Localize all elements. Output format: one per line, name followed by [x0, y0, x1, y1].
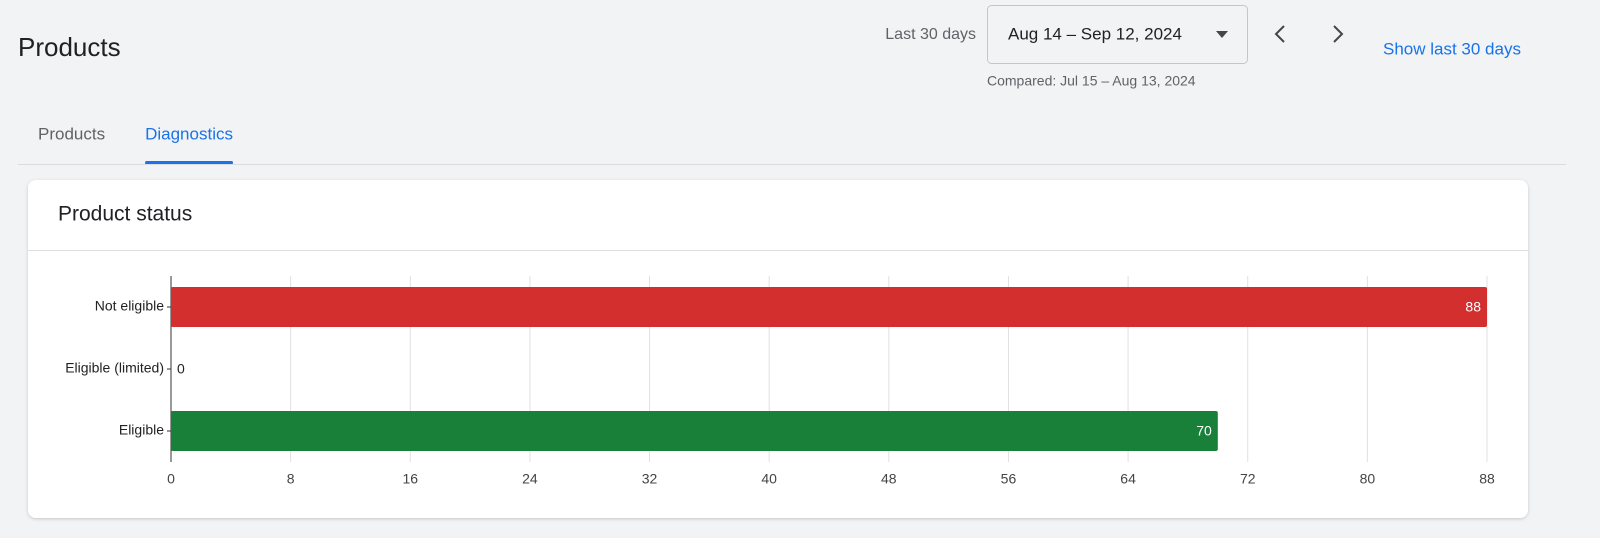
tabs: Products Diagnostics — [38, 124, 233, 165]
card — [28, 180, 1528, 518]
date-range[interactable]: Aug 14 – Sep 12, 2024 — [1008, 24, 1182, 43]
y-tick-label: Eligible (limited) — [65, 360, 164, 376]
prev-button[interactable] — [1274, 25, 1285, 43]
y-tick-label: Not eligible — [95, 298, 164, 314]
x-tick-label: 64 — [1120, 471, 1136, 487]
x-tick-label: 56 — [1001, 471, 1017, 487]
dropdown-icon[interactable] — [1216, 31, 1228, 38]
x-tick-label: 8 — [287, 471, 295, 487]
x-tick-label: 0 — [167, 471, 175, 487]
date-box[interactable] — [987, 5, 1248, 64]
x-tick-label: 24 — [522, 471, 538, 487]
x-tick-label: 40 — [761, 471, 777, 487]
show-last-link[interactable]: Show last 30 days — [1383, 39, 1521, 58]
range-label: Last 30 days — [885, 26, 976, 43]
value-label: 88 — [1465, 299, 1481, 315]
date-picker[interactable]: Aug 14 – Sep 12, 2024 — [987, 5, 1248, 64]
y-tick-label: Eligible — [119, 422, 164, 438]
tab[interactable]: Diagnostics — [145, 124, 233, 143]
value-label: 70 — [1196, 423, 1212, 439]
x-tick-label: 80 — [1360, 471, 1376, 487]
x-tick-label: 16 — [402, 471, 418, 487]
bar — [171, 411, 1218, 451]
tab-indicator — [145, 161, 233, 165]
card-title: Product status — [58, 203, 192, 226]
tab[interactable]: Products — [38, 124, 105, 143]
chart: 0 8 16 24 32 40 48 56 64 72 80 88 Not eligible 88 Elig… — [65, 276, 1495, 487]
next-button[interactable] — [1333, 25, 1344, 43]
value-label: 0 — [177, 361, 185, 377]
x-tick-label: 32 — [642, 471, 658, 487]
x-tick-label: 72 — [1240, 471, 1256, 487]
bar — [171, 287, 1487, 327]
x-tick-label: 48 — [881, 471, 897, 487]
compared-label: Compared: Jul 15 – Aug 13, 2024 — [987, 73, 1196, 89]
page-title: Products — [18, 32, 121, 62]
x-tick-label: 88 — [1479, 471, 1495, 487]
